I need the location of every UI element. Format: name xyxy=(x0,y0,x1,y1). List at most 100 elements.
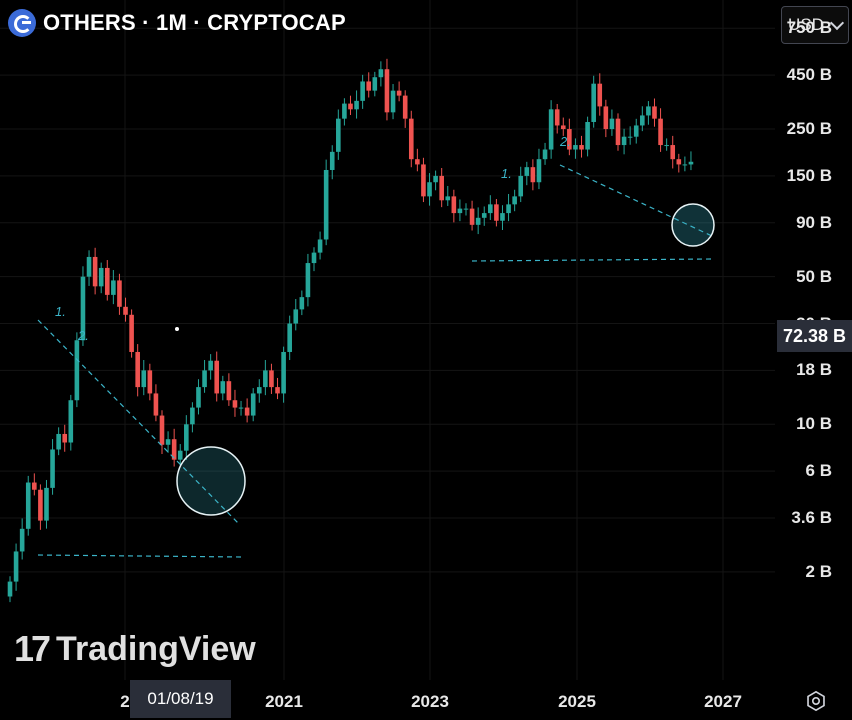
candle-body xyxy=(159,415,165,445)
candle-body xyxy=(567,129,572,150)
candle-body xyxy=(196,387,201,408)
candle-body xyxy=(141,370,147,388)
candle-body xyxy=(104,267,110,295)
x-tick-label: 2021 xyxy=(265,692,303,711)
y-tick-label: 10 B xyxy=(796,414,832,434)
candle-body xyxy=(177,450,183,460)
candle-body xyxy=(281,351,286,394)
y-tick-label: 3.6 B xyxy=(791,508,832,527)
candle-body xyxy=(92,256,98,287)
candle-body xyxy=(372,77,378,91)
candle-body xyxy=(202,370,207,388)
candle-body xyxy=(536,159,542,183)
candle-body xyxy=(342,103,347,119)
candle-body xyxy=(250,393,256,416)
support-line-2025 xyxy=(471,258,713,262)
candle-body xyxy=(323,169,329,240)
candle-body xyxy=(530,167,536,183)
candle-body xyxy=(390,90,396,113)
candle-body xyxy=(123,306,128,315)
candle-body xyxy=(402,95,408,119)
candle-body xyxy=(579,145,584,150)
candle-body xyxy=(275,387,280,394)
annotation-label: 2. xyxy=(559,134,571,149)
tradingview-logo-icon: 17 xyxy=(14,628,51,669)
candle-body xyxy=(129,314,134,352)
candle-body xyxy=(226,381,232,401)
candle-body xyxy=(38,489,43,521)
candle-body xyxy=(652,106,657,119)
candle-body xyxy=(62,433,68,443)
candle-body xyxy=(573,145,578,150)
candle-body xyxy=(415,159,420,165)
y-tick-label: 50 B xyxy=(796,266,832,286)
candle-body xyxy=(153,393,159,416)
chart-header: OTHERS · 1M · CRYPTOCAP xyxy=(8,8,346,38)
candle-body xyxy=(542,149,548,160)
candle-body xyxy=(50,449,55,488)
candle-body xyxy=(135,351,140,388)
candle-body xyxy=(384,69,390,113)
x-tick-label: 2023 xyxy=(411,692,449,711)
candle-body xyxy=(463,208,469,210)
candle-body xyxy=(682,164,688,166)
support-line-2019 xyxy=(37,554,244,558)
candle-body xyxy=(427,182,432,197)
candle-body xyxy=(609,118,615,130)
candle-body xyxy=(621,136,627,146)
annotations: 1. 2. 1. 2. xyxy=(37,134,715,558)
trendline-2025 xyxy=(559,164,713,237)
candle-body xyxy=(13,551,19,582)
crosshair-date-tag: 01/08/19 xyxy=(130,680,231,718)
candle-body xyxy=(627,136,633,138)
candle-body xyxy=(688,161,694,165)
gear-icon[interactable] xyxy=(805,690,827,712)
candle-body xyxy=(184,424,189,451)
currency-selector[interactable]: USD xyxy=(781,6,849,44)
candle-body xyxy=(244,407,250,416)
candle-body xyxy=(603,106,609,130)
candle-body xyxy=(512,196,517,205)
candle-body xyxy=(171,439,177,460)
tradingview-watermark[interactable]: 17 TradingView xyxy=(14,628,256,670)
watermark-brand: TradingView xyxy=(56,629,256,668)
candle-body xyxy=(457,208,463,214)
candle-body xyxy=(494,204,499,221)
candle-body xyxy=(165,439,171,445)
x-tick-label: 2027 xyxy=(704,692,742,711)
candle-body xyxy=(80,276,86,341)
candle-body xyxy=(348,103,353,110)
candle-body xyxy=(214,360,220,394)
candle-body xyxy=(439,175,444,201)
y-tick-label: 18 B xyxy=(796,360,832,380)
candles xyxy=(7,58,694,603)
candle-body xyxy=(32,482,37,490)
last-price-tag: 72.38 B xyxy=(777,320,852,352)
coin-logo-icon xyxy=(8,9,36,37)
candle-body xyxy=(658,118,663,146)
candle-body xyxy=(44,487,49,521)
candle-body xyxy=(554,109,560,126)
candle-body xyxy=(676,159,682,165)
x-tick-label: 2025 xyxy=(558,692,596,711)
candle-body xyxy=(317,239,323,253)
candle-body xyxy=(481,213,487,218)
candle-body xyxy=(25,482,31,529)
annotation-label: 1. xyxy=(55,304,66,319)
y-tick-label: 250 B xyxy=(786,119,832,139)
y-tick-label: 750 B xyxy=(786,18,832,38)
candle-body xyxy=(147,370,153,394)
candle-body xyxy=(475,217,481,225)
candle-body xyxy=(421,164,426,197)
candle-body xyxy=(19,528,25,552)
candle-body xyxy=(98,267,104,287)
y-tick-label: 90 B xyxy=(796,212,832,232)
y-tick-label: 150 B xyxy=(786,165,832,185)
candle-body xyxy=(329,151,335,170)
candle-body xyxy=(311,252,317,264)
breakout-circle-2019 xyxy=(176,446,246,516)
candle-body xyxy=(518,175,524,197)
candle-body xyxy=(548,109,554,150)
candle-body xyxy=(287,323,292,352)
